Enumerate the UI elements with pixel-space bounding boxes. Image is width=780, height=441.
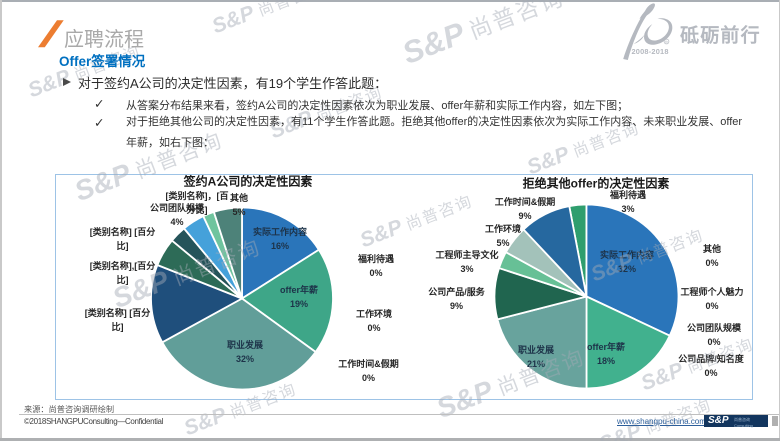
svg-text:砥砺前行: 砥砺前行 bbox=[680, 24, 761, 47]
svg-text:2008-2018: 2008-2018 bbox=[632, 47, 669, 56]
svg-text:th: th bbox=[665, 40, 668, 44]
